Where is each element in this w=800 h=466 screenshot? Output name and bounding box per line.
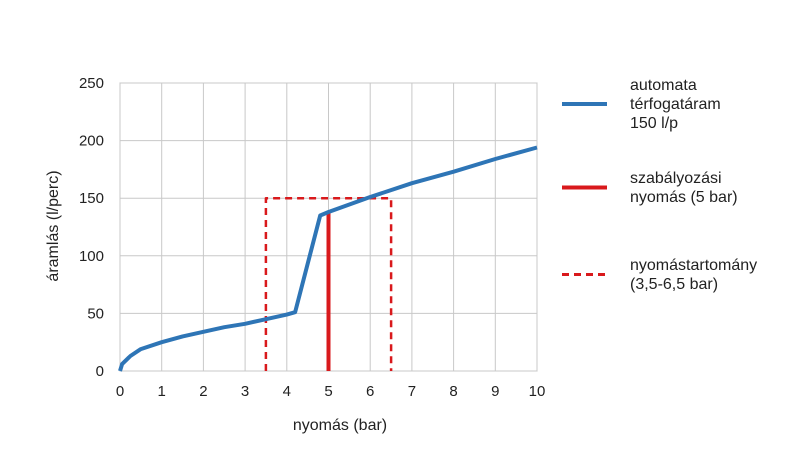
y-tick-label: 0 [96, 363, 104, 380]
y-tick-label: 250 [79, 75, 104, 92]
x-axis-title: nyomás (bar) [293, 417, 387, 434]
x-tick-label: 1 [158, 383, 166, 400]
x-tick-label: 3 [241, 383, 249, 400]
series-line-2 [264, 196, 393, 371]
y-tick-label: 100 [79, 248, 104, 265]
x-tick-label: 8 [449, 383, 457, 400]
legend-label-2: (3,5-6,5 bar) [630, 276, 718, 293]
x-tick-label: 2 [199, 383, 207, 400]
legend-label-0: 150 l/p [630, 115, 678, 132]
legend-label-0: automata [630, 77, 697, 94]
legend-label-0: térfogatáram [630, 96, 721, 113]
x-tick-label: 10 [529, 383, 546, 400]
x-tick-label: 9 [491, 383, 499, 400]
y-tick-label: 150 [79, 190, 104, 207]
x-tick-label: 6 [366, 383, 374, 400]
series-layer [118, 145, 538, 372]
x-tick-label: 0 [116, 383, 124, 400]
legend-label-1: szabályozási [630, 170, 722, 187]
x-tick-label: 7 [408, 383, 416, 400]
series-line-0 [118, 145, 538, 372]
x-tick-label: 5 [324, 383, 332, 400]
y-axis-title: áramlás (l/perc) [45, 170, 62, 281]
y-tick-label: 50 [87, 305, 104, 322]
legend-label-2: nyomástartomány [630, 257, 757, 274]
legend-label-1: nyomás (5 bar) [630, 189, 738, 206]
y-tick-label: 200 [79, 133, 104, 150]
legend: automata térfogatáram 150 l/p szabályozási n… [562, 77, 757, 293]
x-tick-label: 4 [283, 383, 291, 400]
